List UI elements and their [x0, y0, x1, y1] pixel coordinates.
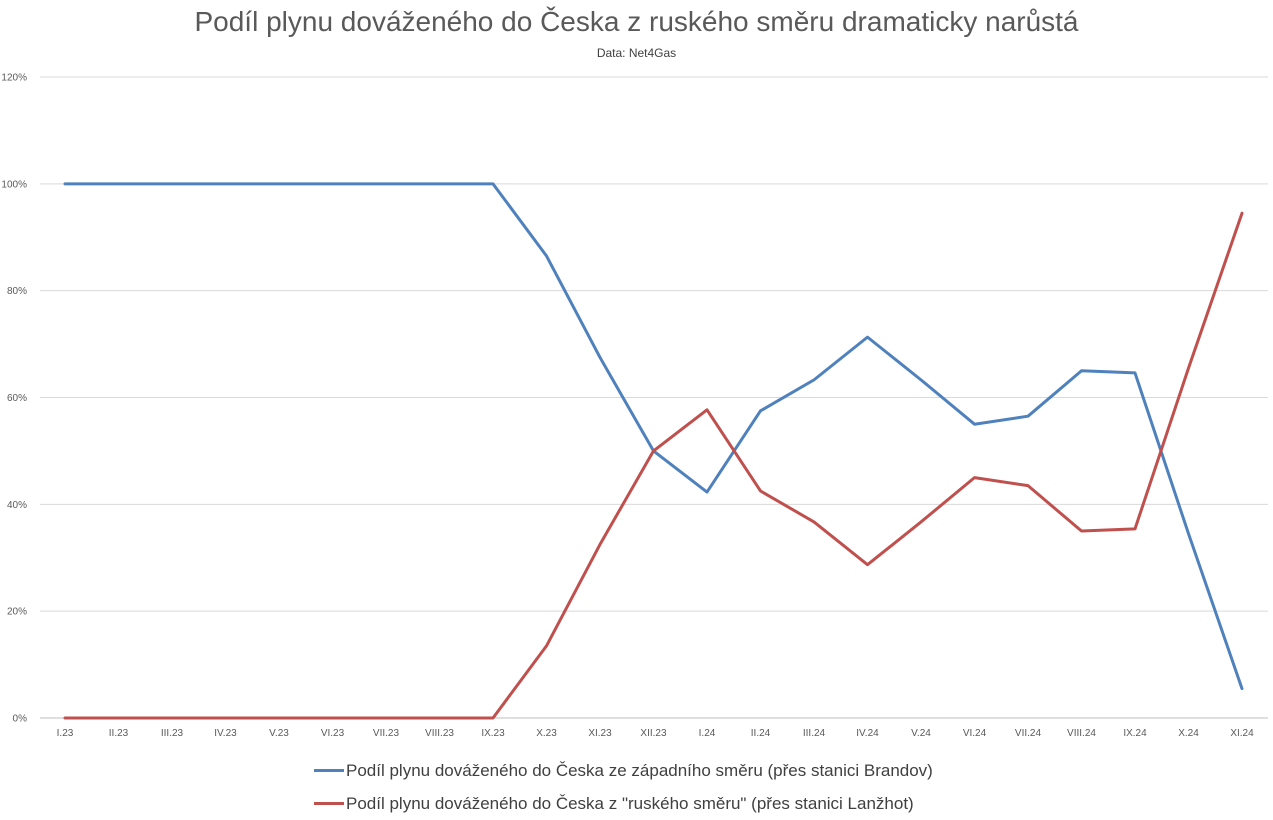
legend-swatch-west — [314, 769, 344, 772]
x-tick-label: III.23 — [161, 728, 184, 739]
x-tick-label: IX.23 — [481, 728, 505, 739]
y-tick-label: 80% — [7, 286, 27, 297]
x-axis-ticks: I.23 II.23 III.23 IV.23 V.23 VI.23 VII.23 VIII.… — [57, 728, 1254, 739]
x-tick-label: I.24 — [699, 728, 716, 739]
x-tick-label: II.23 — [109, 728, 129, 739]
x-tick-label: VIII.23 — [425, 728, 454, 739]
x-tick-label: XI.24 — [1230, 728, 1254, 739]
line-chart: 0% 20% 40% 60% 80% 100% 120% I.23 II.23 III.23 IV… — [1, 73, 1268, 739]
gridlines — [40, 76, 1268, 719]
x-tick-label: IV.23 — [214, 728, 237, 739]
y-tick-label: 120% — [1, 73, 27, 84]
x-tick-label: III.24 — [803, 728, 826, 739]
y-axis-ticks: 0% 20% 40% 60% 80% 100% 120% — [1, 73, 27, 725]
legend-label-west: Podíl plynu dováženého do Česka ze západ… — [346, 760, 933, 780]
y-tick-label: 0% — [13, 714, 28, 725]
legend: Podíl plynu dováženého do Česka ze západ… — [314, 754, 933, 820]
x-tick-label: IX.24 — [1123, 728, 1147, 739]
x-tick-label: X.23 — [536, 728, 557, 739]
legend-label-russian: Podíl plynu dováženého do Česka z "ruské… — [346, 793, 914, 813]
x-tick-label: XI.23 — [588, 728, 612, 739]
x-tick-label: VI.24 — [963, 728, 987, 739]
x-tick-label: IV.24 — [856, 728, 879, 739]
y-tick-label: 40% — [7, 500, 27, 511]
x-tick-label: VII.24 — [1015, 728, 1042, 739]
x-tick-label: VIII.24 — [1067, 728, 1096, 739]
x-tick-label: V.23 — [269, 728, 289, 739]
y-tick-label: 60% — [7, 393, 27, 404]
x-tick-label: X.24 — [1178, 728, 1199, 739]
chart-subtitle: Data: Net4Gas — [596, 46, 677, 60]
series-line-1 — [63, 211, 1244, 720]
x-tick-label: II.24 — [751, 728, 771, 739]
x-tick-label: XII.23 — [640, 728, 667, 739]
legend-item-russian: Podíl plynu dováženého do Česka z "ruské… — [314, 787, 933, 820]
x-tick-label: VII.23 — [373, 728, 400, 739]
series-lines — [63, 182, 1244, 720]
series-line-0 — [63, 182, 1244, 691]
legend-item-west: Podíl plynu dováženého do Česka ze západ… — [314, 754, 933, 787]
x-tick-label: V.24 — [911, 728, 931, 739]
y-tick-label: 100% — [1, 179, 27, 190]
x-tick-label: VI.23 — [321, 728, 345, 739]
chart-title: Podíl plynu dováženého do Česka z ruskéh… — [194, 6, 1079, 37]
y-tick-label: 20% — [7, 607, 27, 618]
x-tick-label: I.23 — [57, 728, 74, 739]
legend-swatch-russian — [314, 802, 344, 805]
